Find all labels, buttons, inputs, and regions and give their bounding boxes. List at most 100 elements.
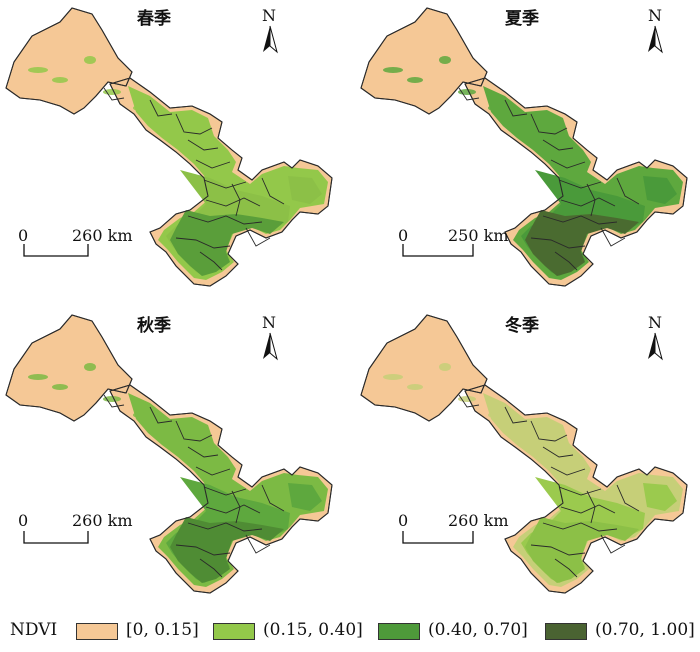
vegetation-patch bbox=[488, 412, 502, 418]
county-boundary bbox=[558, 486, 602, 496]
vegetation-patch bbox=[407, 384, 423, 390]
county-boundary bbox=[245, 227, 271, 247]
scale-zero: 0 bbox=[18, 226, 29, 245]
scale-zero: 0 bbox=[18, 511, 29, 530]
county-boundary bbox=[600, 227, 626, 247]
ndvi-legend: NDVI [0, 0.15] (0.15, 0.40] (0.40, 0.70]… bbox=[0, 616, 700, 646]
scale-zero: 0 bbox=[398, 226, 409, 245]
county-boundary bbox=[205, 504, 261, 514]
north-arrow-right bbox=[654, 332, 663, 361]
north-label: N bbox=[648, 313, 662, 332]
north-label: N bbox=[262, 313, 276, 332]
panel-title: 冬季 bbox=[505, 316, 539, 336]
province-boundary bbox=[360, 314, 688, 594]
scale-bar bbox=[402, 531, 474, 544]
north-arrow-icon bbox=[263, 332, 278, 361]
county-boundary bbox=[616, 484, 640, 512]
north-arrow-right bbox=[269, 25, 278, 54]
county-boundary bbox=[261, 484, 285, 512]
legend-swatch bbox=[76, 623, 118, 640]
vegetation-patch bbox=[407, 77, 423, 83]
county-boundary bbox=[103, 87, 125, 101]
county-boundary bbox=[175, 420, 213, 442]
vegetation-patch bbox=[439, 363, 451, 371]
vegetation-patch bbox=[84, 56, 96, 64]
legend-swatch bbox=[545, 623, 587, 640]
ndvi-region-dense bbox=[170, 210, 284, 276]
county-boundary bbox=[530, 237, 586, 249]
scale-zero: 0 bbox=[398, 511, 409, 530]
legend-swatch bbox=[213, 623, 255, 640]
vegetation-patch bbox=[52, 384, 68, 390]
vegetation-patch bbox=[154, 424, 166, 430]
county-boundary bbox=[530, 113, 568, 135]
vegetation-patch bbox=[28, 374, 48, 380]
county-boundary bbox=[187, 446, 219, 458]
county-boundary bbox=[458, 394, 480, 408]
north-label: N bbox=[648, 6, 662, 25]
vegetation-patch bbox=[154, 117, 166, 123]
north-arrow-icon bbox=[263, 25, 278, 54]
legend-title: NDVI bbox=[10, 620, 58, 640]
county-boundary bbox=[586, 183, 596, 217]
county-boundary bbox=[187, 139, 219, 151]
north-arrow-right bbox=[269, 332, 278, 361]
gansu-map bbox=[360, 7, 688, 287]
gansu-map bbox=[360, 314, 688, 594]
county-boundary bbox=[149, 406, 173, 424]
scale-label: 260 km bbox=[72, 226, 133, 245]
vegetation-patch bbox=[509, 424, 521, 430]
legend-label: (0.70, 1.00] bbox=[595, 620, 695, 640]
north-arrow-right bbox=[654, 25, 663, 54]
county-boundary bbox=[245, 534, 271, 554]
ndvi-region-dense bbox=[525, 210, 639, 276]
vegetation-patch bbox=[28, 67, 48, 73]
legend-label: [0, 0.15] bbox=[126, 620, 199, 640]
county-boundary bbox=[504, 99, 528, 117]
north-arrow-left bbox=[263, 26, 270, 52]
ndvi-region-dense bbox=[525, 517, 639, 583]
scale-bar bbox=[23, 244, 89, 257]
county-boundary bbox=[586, 490, 596, 524]
county-boundary bbox=[103, 394, 125, 408]
county-boundary bbox=[542, 215, 618, 225]
county-boundary bbox=[205, 197, 261, 207]
county-boundary bbox=[550, 466, 586, 476]
north-arrow-icon bbox=[648, 25, 663, 54]
county-boundary bbox=[187, 215, 263, 225]
county-boundary bbox=[199, 558, 223, 578]
county-boundary bbox=[530, 420, 568, 442]
scale-label: 250 km bbox=[448, 226, 509, 245]
scale-bar bbox=[23, 531, 89, 544]
north-arrow-icon bbox=[648, 332, 663, 361]
county-boundary bbox=[195, 466, 231, 476]
county-boundary bbox=[187, 522, 263, 532]
county-boundary bbox=[175, 113, 213, 135]
gansu-map bbox=[5, 7, 333, 287]
scale-label: 260 km bbox=[448, 511, 509, 530]
county-boundary bbox=[203, 179, 247, 189]
vegetation-patch bbox=[133, 105, 147, 111]
ndvi-region-dense bbox=[170, 517, 284, 583]
county-boundary bbox=[175, 544, 231, 556]
county-boundary bbox=[175, 237, 231, 249]
vegetation-patch bbox=[488, 105, 502, 111]
vegetation-patch bbox=[84, 363, 96, 371]
county-boundary bbox=[199, 251, 223, 271]
vegetation-patch bbox=[509, 117, 521, 123]
panel-title: 秋季 bbox=[137, 316, 171, 336]
county-boundary bbox=[560, 504, 616, 514]
scale-label: 260 km bbox=[72, 511, 133, 530]
county-boundary bbox=[231, 490, 241, 524]
county-boundary bbox=[203, 486, 247, 496]
county-boundary bbox=[149, 99, 173, 117]
map-panel-autumn: 秋季 N 0 260 km bbox=[0, 307, 345, 612]
vegetation-patch bbox=[439, 56, 451, 64]
county-boundary bbox=[560, 197, 616, 207]
panel-title: 夏季 bbox=[505, 9, 539, 29]
county-boundary bbox=[542, 139, 574, 151]
map-panel-spring: 春季 N 0 260 km bbox=[0, 0, 345, 305]
vegetation-patch bbox=[52, 77, 68, 83]
county-boundary bbox=[530, 544, 586, 556]
scale-bar bbox=[402, 244, 474, 257]
